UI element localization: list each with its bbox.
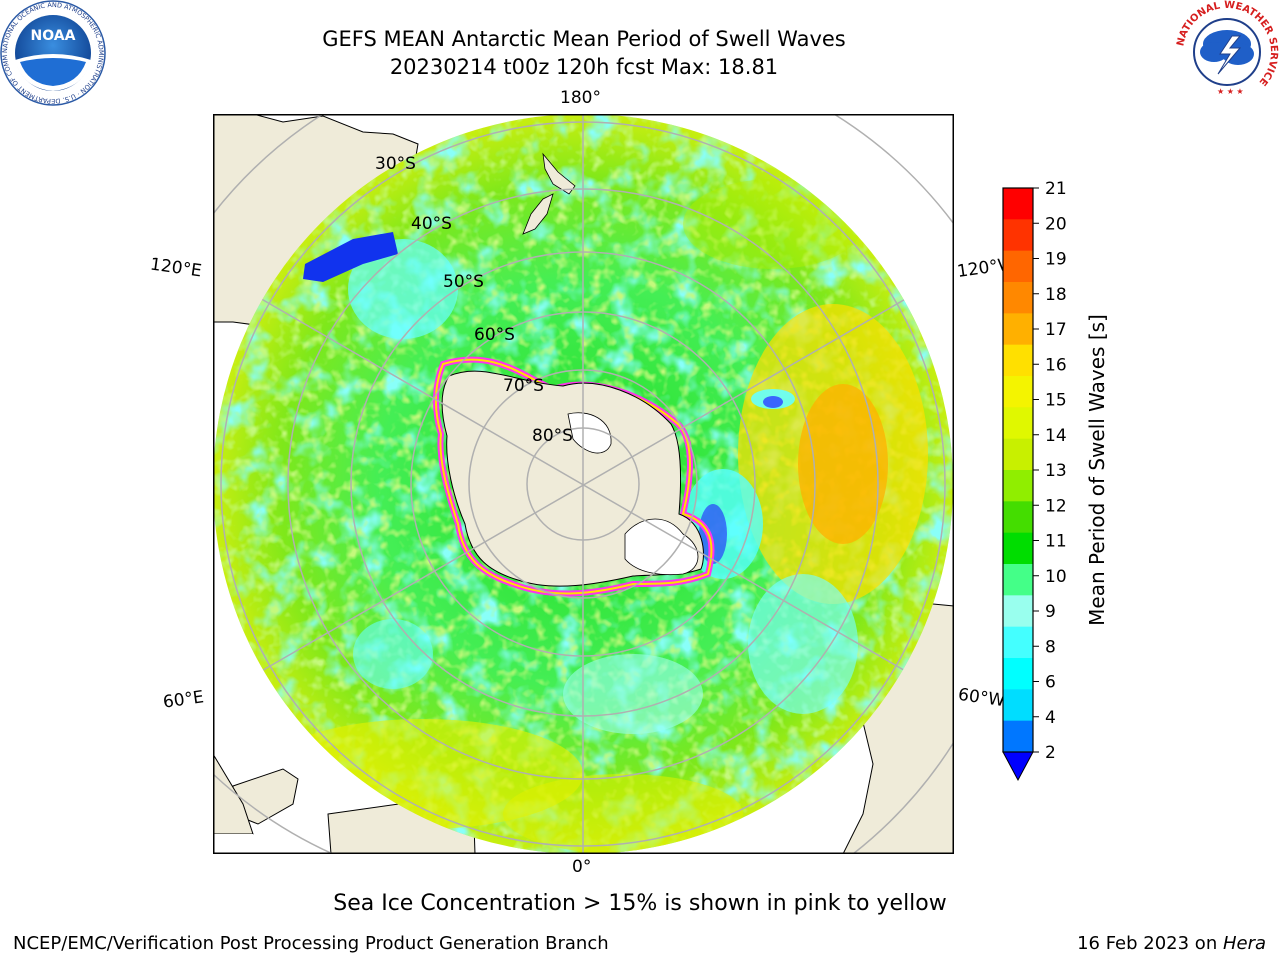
colorbar-tick-label: 14 <box>1045 426 1067 446</box>
svg-text:★ ★ ★: ★ ★ ★ <box>1217 87 1244 96</box>
colorbar-segment <box>1003 282 1033 314</box>
colorbar-segment <box>1003 407 1033 440</box>
noaa-logo: NATIONAL OCEANIC AND ATMOSPHERIC ADMINIS… <box>0 0 106 106</box>
colorbar-segment <box>1003 470 1033 502</box>
footer-date: 16 Feb 2023 on Hera <box>1077 933 1266 954</box>
colorbar-tick-label: 18 <box>1045 285 1067 305</box>
colorbar-segment <box>1003 376 1033 408</box>
lat-label-50s: 50°S <box>443 272 484 292</box>
colorbar-segment <box>1003 658 1033 690</box>
colorbar-segment <box>1003 720 1033 753</box>
colorbar-tick-label: 17 <box>1045 320 1067 340</box>
colorbar-tick-label: 19 <box>1045 250 1067 270</box>
colorbar-tick-label: 21 <box>1045 180 1067 199</box>
graticule <box>213 114 953 854</box>
colorbar-segment <box>1003 595 1033 628</box>
colorbar-segment <box>1003 313 1033 346</box>
colorbar-segment <box>1003 219 1033 252</box>
lon-label-0: 0° <box>572 857 592 877</box>
colorbar-ticks: 21 20 19 18 17 16 15 14 13 12 11 10 9 8 6 4 2 <box>1033 180 1067 763</box>
lat-label-30s: 30°S <box>375 154 416 174</box>
lat-label-60s: 60°S <box>474 325 515 345</box>
colorbar-tick-label: 10 <box>1045 567 1067 587</box>
colorbar-tick-label: 9 <box>1045 602 1056 622</box>
colorbar-tick-label: 11 <box>1045 532 1067 552</box>
colorbar-tick-label: 2 <box>1045 743 1056 763</box>
colorbar-segment <box>1003 250 1033 283</box>
colorbar-segment <box>1003 626 1033 659</box>
footer-credit: NCEP/EMC/Verification Post Processing Pr… <box>13 933 609 954</box>
colorbar-segment <box>1003 532 1033 565</box>
colorbar-segment <box>1003 689 1033 722</box>
colorbar-tick-label: 8 <box>1045 637 1056 657</box>
colorbar-tick-label: 20 <box>1045 214 1067 234</box>
colorbar-segment <box>1003 501 1033 534</box>
lat-label-40s: 40°S <box>411 214 452 234</box>
lon-label-120e: 120°E <box>148 254 203 282</box>
colorbar-tick-label: 15 <box>1045 391 1067 411</box>
colorbar-segments <box>1003 188 1033 753</box>
colorbar-tick-label: 6 <box>1045 673 1056 693</box>
footer-host: Hera <box>1222 933 1266 954</box>
footer-date-text: 16 Feb 2023 on <box>1077 933 1223 954</box>
colorbar-segment <box>1003 344 1033 377</box>
colorbar-tick-label: 12 <box>1045 496 1067 516</box>
colorbar-extend-arrow <box>1002 751 1034 782</box>
colorbar-tick-label: 13 <box>1045 461 1067 481</box>
colorbar-segment <box>1003 438 1033 471</box>
chart-subtitle: 20230214 t00z 120h fcst Max: 18.81 <box>389 55 779 79</box>
colorbar-label: Mean Period of Swell Waves [s] <box>1085 314 1109 626</box>
lon-label-60e: 60°E <box>161 687 206 713</box>
colorbar-segment <box>1003 188 1033 220</box>
colorbar-tick-label: 4 <box>1045 708 1056 728</box>
colorbar: 21 20 19 18 17 16 15 14 13 12 11 10 9 8 6 4 2 <box>1002 180 1067 782</box>
sea-ice-note: Sea Ice Concentration > 15% is shown in … <box>333 891 947 916</box>
chart-title: GEFS MEAN Antarctic Mean Period of Swell… <box>322 27 846 51</box>
noaa-logo-text: NOAA <box>31 28 76 44</box>
polar-map: 30°S 40°S 50°S 60°S 70°S 80°S <box>213 114 954 854</box>
lon-label-180: 180° <box>560 88 601 108</box>
colorbar-segment <box>1003 564 1033 596</box>
lat-label-80s: 80°S <box>532 426 573 446</box>
colorbar-tick-label: 16 <box>1045 355 1067 375</box>
nws-logo: NATIONAL WEATHER SERVICE ★ ★ ★ <box>1175 0 1279 100</box>
lat-label-70s: 70°S <box>503 376 544 396</box>
